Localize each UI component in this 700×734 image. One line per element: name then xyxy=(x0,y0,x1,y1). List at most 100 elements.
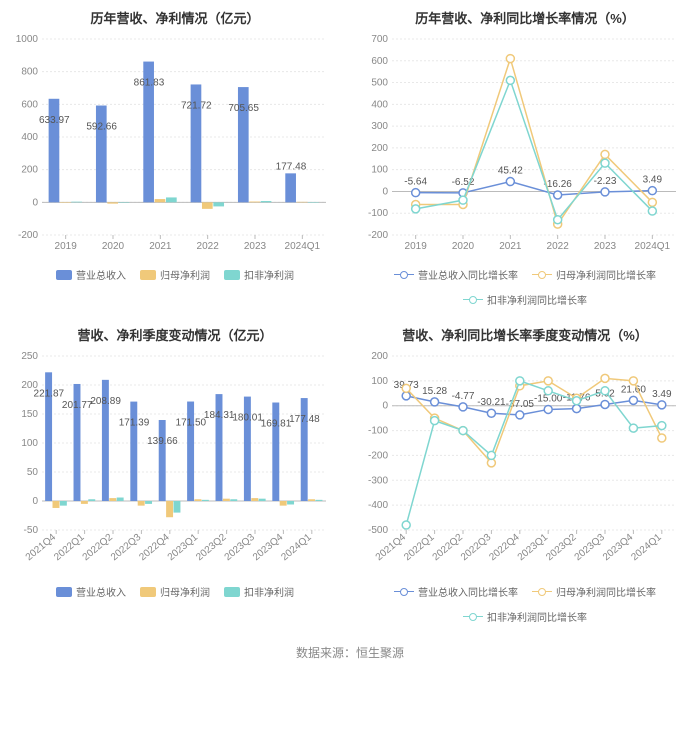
svg-text:200: 200 xyxy=(21,165,38,176)
svg-text:2023Q2: 2023Q2 xyxy=(544,532,579,564)
line-chart-svg: -500-400-300-200-10001002002021Q42022Q12… xyxy=(354,350,684,580)
legend-label: 扣非净利润同比增长率 xyxy=(487,292,587,307)
svg-text:0: 0 xyxy=(382,401,388,412)
svg-text:-200: -200 xyxy=(368,450,388,461)
legend-label: 归母净利润同比增长率 xyxy=(556,584,656,599)
svg-text:100: 100 xyxy=(21,438,38,449)
svg-text:705.65: 705.65 xyxy=(228,103,259,114)
legend-swatch xyxy=(224,270,240,280)
svg-text:15.28: 15.28 xyxy=(422,386,447,397)
svg-text:2023Q2: 2023Q2 xyxy=(194,532,229,564)
svg-text:2022Q2: 2022Q2 xyxy=(431,532,466,564)
legend: 营业总收入归母净利润扣非净利润 xyxy=(4,580,346,605)
svg-text:0: 0 xyxy=(382,186,388,197)
chart-area: -500501001502002502021Q42022Q12022Q22022… xyxy=(4,350,346,580)
panel-top-left: 历年营收、净利情况（亿元） -2000200400600800100020192… xyxy=(0,0,350,317)
svg-text:184.31: 184.31 xyxy=(204,410,235,421)
legend-swatch xyxy=(394,270,414,280)
legend-swatch xyxy=(140,587,156,597)
svg-text:2021Q4: 2021Q4 xyxy=(374,532,409,564)
legend-item: 营业总收入 xyxy=(56,267,126,282)
legend: 营业总收入归母净利润扣非净利润 xyxy=(4,263,346,288)
svg-text:-100: -100 xyxy=(368,426,388,437)
legend-swatch xyxy=(224,587,240,597)
svg-text:200: 200 xyxy=(371,143,388,154)
legend-label: 归母净利润同比增长率 xyxy=(556,267,656,282)
svg-text:500: 500 xyxy=(371,78,388,89)
legend-item: 扣非净利润同比增长率 xyxy=(463,292,587,307)
svg-text:169.81: 169.81 xyxy=(261,419,292,430)
panel-top-right: 历年营收、净利同比增长率情况（%） -200-10001002003004005… xyxy=(350,0,700,317)
svg-text:200: 200 xyxy=(371,351,388,362)
svg-text:2020: 2020 xyxy=(452,241,475,252)
svg-text:300: 300 xyxy=(371,121,388,132)
svg-text:3.49: 3.49 xyxy=(652,389,672,400)
svg-text:2022Q3: 2022Q3 xyxy=(459,532,494,564)
legend-swatch xyxy=(56,587,72,597)
svg-text:2022: 2022 xyxy=(197,241,220,252)
legend-swatch xyxy=(56,270,72,280)
chart-title: 营收、净利同比增长率季度变动情况（%） xyxy=(354,325,696,344)
svg-text:2019: 2019 xyxy=(405,241,428,252)
chart-area: -200020040060080010002019202020212022202… xyxy=(4,33,346,263)
svg-text:0: 0 xyxy=(32,496,38,507)
legend-swatch xyxy=(140,270,156,280)
svg-text:2024Q1: 2024Q1 xyxy=(629,532,664,564)
svg-text:700: 700 xyxy=(371,34,388,45)
svg-text:2021Q4: 2021Q4 xyxy=(24,532,59,564)
svg-text:-400: -400 xyxy=(368,500,388,511)
legend-item: 归母净利润同比增长率 xyxy=(532,584,656,599)
data-source: 数据来源：恒生聚源 xyxy=(0,634,700,675)
svg-text:2019: 2019 xyxy=(55,241,78,252)
legend-label: 扣非净利润 xyxy=(244,584,294,599)
svg-text:2022Q4: 2022Q4 xyxy=(487,532,522,564)
bar-chart-svg: -500501001502002502021Q42022Q12022Q22022… xyxy=(4,350,334,580)
svg-text:2023Q4: 2023Q4 xyxy=(601,532,636,564)
svg-text:2023Q3: 2023Q3 xyxy=(573,532,608,564)
svg-text:861.83: 861.83 xyxy=(134,78,165,89)
svg-text:600: 600 xyxy=(21,99,38,110)
svg-text:-4.77: -4.77 xyxy=(452,391,475,402)
legend-swatch xyxy=(463,295,483,305)
svg-text:100: 100 xyxy=(371,165,388,176)
svg-text:-100: -100 xyxy=(368,208,388,219)
svg-text:2023Q1: 2023Q1 xyxy=(516,532,551,564)
svg-text:171.39: 171.39 xyxy=(119,418,150,429)
legend-item: 扣非净利润同比增长率 xyxy=(463,609,587,624)
svg-text:139.66: 139.66 xyxy=(147,436,178,447)
legend: 营业总收入同比增长率 归母净利润同比增长率扣非净利润同比增长率 xyxy=(354,580,696,630)
legend-swatch xyxy=(463,612,483,622)
svg-text:177.48: 177.48 xyxy=(276,161,307,172)
legend-item: 归母净利润 xyxy=(140,267,210,282)
legend-label: 扣非净利润同比增长率 xyxy=(487,609,587,624)
legend-swatch xyxy=(394,587,414,597)
legend-label: 营业总收入同比增长率 xyxy=(418,584,518,599)
svg-text:592.66: 592.66 xyxy=(86,122,117,133)
svg-text:2022Q2: 2022Q2 xyxy=(81,532,116,564)
chart-area: -200-10001002003004005006007002019202020… xyxy=(354,33,696,263)
legend-label: 营业总收入同比增长率 xyxy=(418,267,518,282)
svg-text:800: 800 xyxy=(21,67,38,78)
svg-text:2023: 2023 xyxy=(594,241,617,252)
svg-text:2022Q1: 2022Q1 xyxy=(52,532,87,564)
chart-title: 营收、净利季度变动情况（亿元） xyxy=(4,325,346,344)
svg-text:400: 400 xyxy=(21,132,38,143)
chart-grid: 历年营收、净利情况（亿元） -2000200400600800100020192… xyxy=(0,0,700,634)
svg-text:721.72: 721.72 xyxy=(181,100,212,111)
svg-text:201.77: 201.77 xyxy=(62,400,93,411)
svg-text:2022Q4: 2022Q4 xyxy=(137,532,172,564)
panel-bottom-left: 营收、净利季度变动情况（亿元） -500501001502002502021Q4… xyxy=(0,317,350,634)
svg-text:45.42: 45.42 xyxy=(498,166,523,177)
svg-text:-300: -300 xyxy=(368,475,388,486)
line-chart-svg: -200-10001002003004005006007002019202020… xyxy=(354,33,684,263)
chart-area: -500-400-300-200-10001002002021Q42022Q12… xyxy=(354,350,696,580)
bar-chart-svg: -200020040060080010002019202020212022202… xyxy=(4,33,334,263)
svg-text:221.87: 221.87 xyxy=(34,388,65,399)
svg-text:250: 250 xyxy=(21,351,38,362)
svg-text:208.89: 208.89 xyxy=(90,396,121,407)
svg-text:-200: -200 xyxy=(368,230,388,241)
svg-text:2021: 2021 xyxy=(499,241,522,252)
chart-title: 历年营收、净利情况（亿元） xyxy=(4,8,346,27)
svg-text:2022Q3: 2022Q3 xyxy=(109,532,144,564)
svg-text:-200: -200 xyxy=(18,230,38,241)
